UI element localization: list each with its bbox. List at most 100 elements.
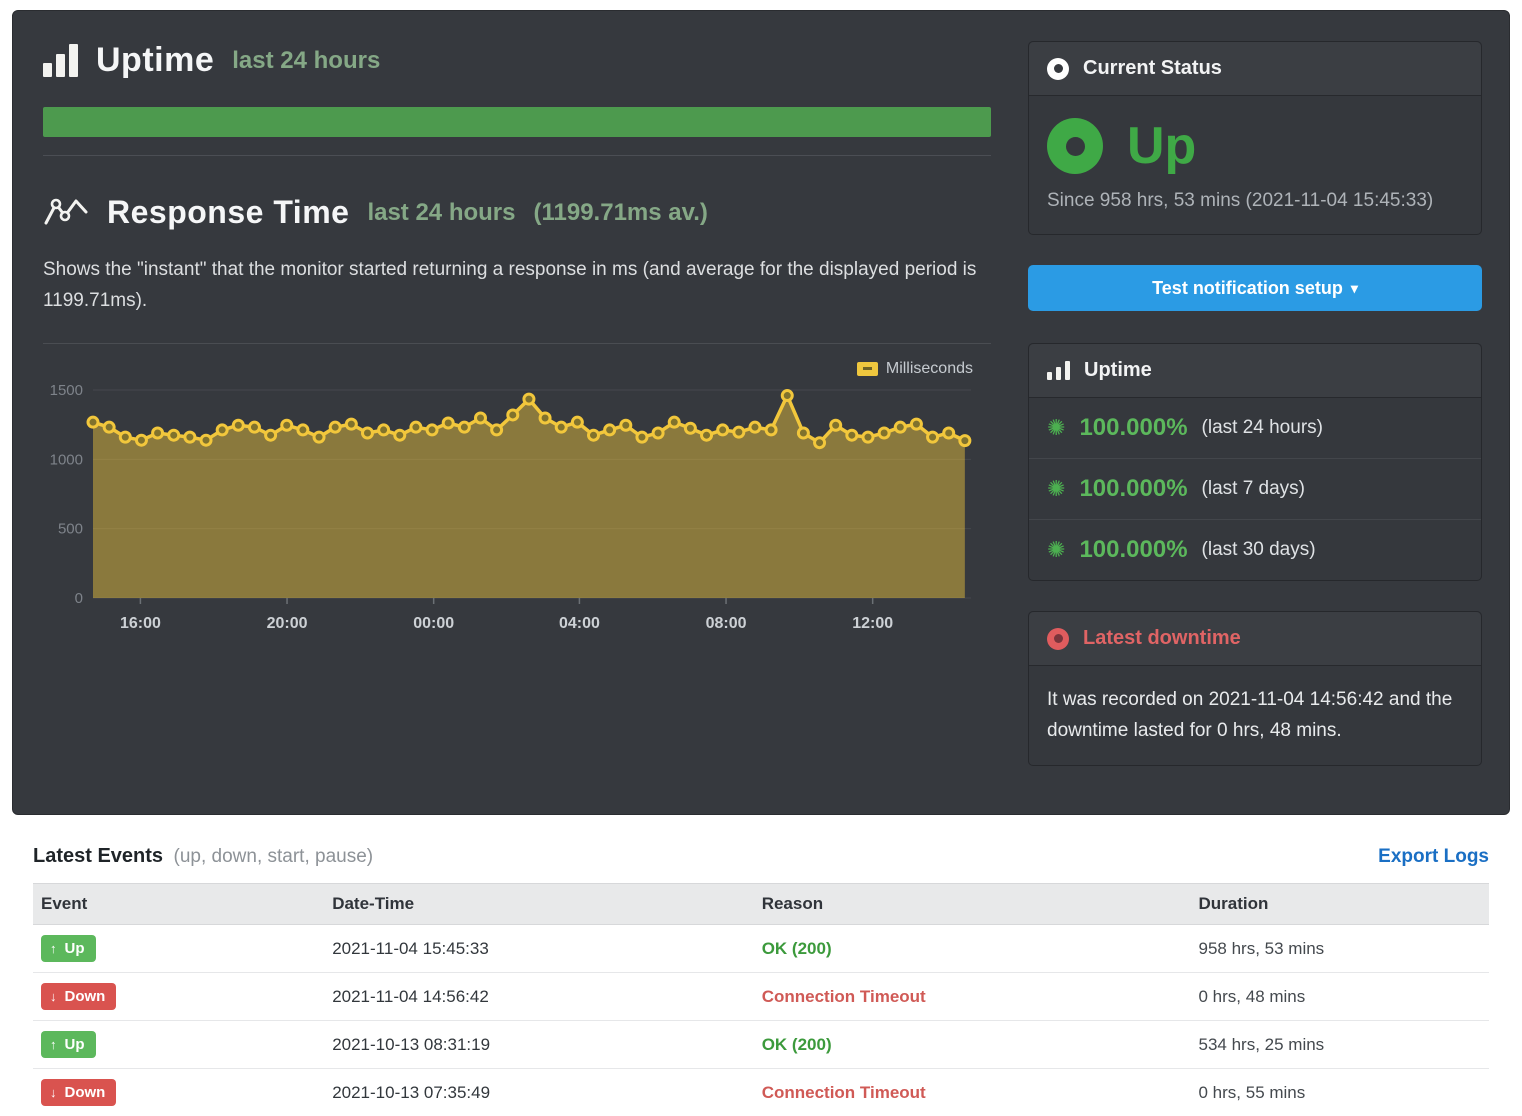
uptime-period: (last 24 hours) [1202,417,1323,439]
column-header-datetime: Date-Time [324,884,754,925]
event-datetime: 2021-10-13 08:31:19 [324,1021,754,1069]
down-badge: ↓ Down [41,983,116,1010]
event-duration: 958 hrs, 53 mins [1199,939,1325,958]
uptime-title: Uptime [96,41,214,80]
event-datetime: 2021-11-04 15:45:33 [324,925,754,973]
event-label: Down [65,1084,106,1101]
line-chart-icon [43,195,89,231]
events-table-header: Event Date-Time Reason Duration [33,884,1489,925]
burst-icon: ✺ [1047,539,1065,561]
svg-text:16:00: 16:00 [120,615,161,632]
uptime-card: Uptime ✺ 100.000% (last 24 hours) ✺ 100.… [1028,343,1482,581]
down-arrow-icon: ↓ [50,989,57,1004]
events-subtitle: (up, down, start, pause) [174,846,374,867]
dashboard-panel: Uptime last 24 hours Response Time last … [12,10,1510,815]
down-arrow-icon: ↓ [50,1085,57,1100]
uptime-card-header: Uptime [1029,344,1481,398]
up-status-icon [1047,118,1103,174]
uptime-subtitle: last 24 hours [232,47,380,75]
test-notification-label: Test notification setup [1152,278,1343,299]
burst-icon: ✺ [1047,478,1065,500]
uptime-progress-track [43,107,991,137]
event-reason: Connection Timeout [762,1083,926,1102]
event-label: Down [65,988,106,1005]
downtime-dot-icon [1047,628,1069,650]
down-badge: ↓ Down [41,1079,116,1106]
uptime-card-title: Uptime [1084,359,1152,382]
svg-text:1500: 1500 [50,382,83,399]
svg-text:08:00: 08:00 [706,615,747,632]
chart-legend: Milliseconds [43,358,973,380]
legend-swatch-icon [857,362,878,376]
test-notification-button[interactable]: Test notification setup ▾ [1028,265,1482,311]
response-description: Shows the "instant" that the monitor sta… [43,255,991,317]
up-arrow-icon: ↑ [50,1037,57,1052]
section-divider [43,155,991,156]
event-reason: Connection Timeout [762,987,926,1006]
events-header-row: Latest Events (up, down, start, pause) E… [33,845,1489,868]
current-status-header: Current Status [1029,42,1481,96]
response-title: Response Time [107,194,349,231]
table-row: ↑ Up 2021-10-13 08:31:19 OK (200) 534 hrs… [33,1021,1489,1069]
events-table: Event Date-Time Reason Duration ↑Up 2021… [33,883,1489,1116]
bar-chart-icon [43,44,78,77]
svg-text:1000: 1000 [50,451,83,468]
event-datetime: 2021-11-04 14:56:42 [324,973,754,1021]
status-since-text: Since 958 hrs, 53 mins (2021-11-04 15:45… [1047,190,1463,212]
svg-text:04:00: 04:00 [559,615,600,632]
response-time-chart: Milliseconds 0 500 1000 1500 16:00 20:00 00:00… [43,343,991,647]
svg-text:500: 500 [58,520,83,537]
event-duration: 0 hrs, 48 mins [1199,987,1306,1006]
event-reason: OK (200) [762,1035,832,1054]
uptime-percent: 100.000% [1079,475,1187,503]
events-title: Latest Events [33,845,163,867]
status-dot-icon [1047,58,1069,80]
latest-events-section: Latest Events (up, down, start, pause) E… [0,845,1522,1116]
uptime-progress-fill [43,107,991,137]
table-row: ↓ Down 2021-11-04 14:56:42 Connection Tim… [33,973,1489,1021]
up-badge: ↑Up [41,935,96,962]
event-duration: 0 hrs, 55 mins [1199,1083,1306,1102]
event-label: Up [65,1036,85,1053]
svg-text:12:00: 12:00 [852,615,893,632]
export-logs-link[interactable]: Export Logs [1378,846,1489,868]
latest-downtime-text: It was recorded on 2021-11-04 14:56:42 a… [1029,666,1481,765]
event-label: Up [65,940,85,957]
latest-downtime-header: Latest downtime [1029,612,1481,666]
main-column: Uptime last 24 hours Response Time last … [43,41,991,784]
bar-chart-icon [1047,361,1070,380]
latest-downtime-title: Latest downtime [1083,627,1241,650]
response-subtitle: last 24 hours [367,199,515,227]
column-header-event: Event [33,884,324,925]
column-header-reason: Reason [754,884,1191,925]
current-status-title: Current Status [1083,57,1222,80]
uptime-stat-row: ✺ 100.000% (last 7 days) [1029,459,1481,520]
uptime-period: (last 30 days) [1202,539,1316,561]
table-row: ↓ Down 2021-10-13 07:35:49 Connection Tim… [33,1069,1489,1116]
uptime-section-header: Uptime last 24 hours [43,41,991,80]
legend-label: Milliseconds [886,360,973,378]
response-section-header: Response Time last 24 hours (1199.71ms a… [43,194,991,231]
column-header-duration: Duration [1191,884,1490,925]
current-status-card: Current Status Up Since 958 hrs, 53 mins… [1028,41,1482,235]
response-average: (1199.71ms av.) [534,199,708,227]
up-badge: ↑ Up [41,1031,96,1058]
uptime-stat-row: ✺ 100.000% (last 24 hours) [1029,398,1481,459]
svg-text:00:00: 00:00 [413,615,454,632]
uptime-percent: 100.000% [1079,414,1187,442]
svg-text:20:00: 20:00 [267,615,308,632]
burst-icon: ✺ [1047,417,1065,439]
sidebar: Current Status Up Since 958 hrs, 53 mins… [1028,41,1482,784]
event-datetime: 2021-10-13 07:35:49 [324,1069,754,1116]
uptime-period: (last 7 days) [1202,478,1305,500]
status-value: Up [1127,116,1196,176]
chevron-down-icon: ▾ [1351,280,1358,297]
table-row: ↑Up 2021-11-04 15:45:33 OK (200) 958 hrs… [33,925,1489,973]
latest-downtime-card: Latest downtime It was recorded on 2021-… [1028,611,1482,766]
chart-canvas: 0 500 1000 1500 16:00 20:00 00:00 04:00 08:00 12:… [43,380,991,642]
event-reason: OK (200) [762,939,832,958]
svg-text:0: 0 [75,590,83,607]
uptime-stat-row: ✺ 100.000% (last 30 days) [1029,520,1481,580]
uptime-percent: 100.000% [1079,536,1187,564]
event-duration: 534 hrs, 25 mins [1199,1035,1325,1054]
